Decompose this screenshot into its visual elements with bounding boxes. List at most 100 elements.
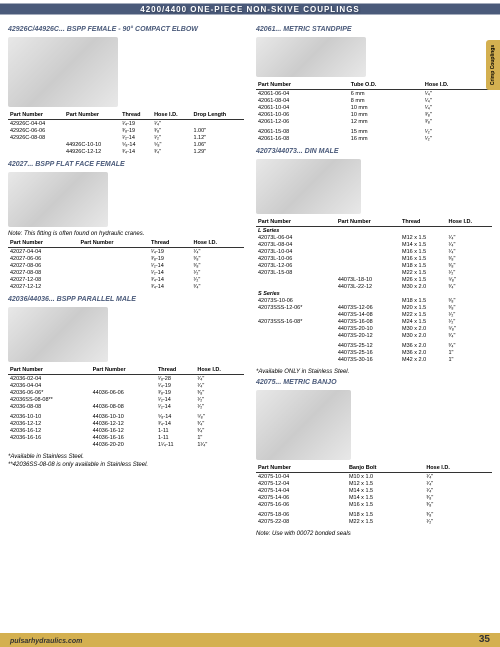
table-cell: M22 x 1.5 xyxy=(400,311,446,318)
table-header: Banjo Bolt xyxy=(347,464,424,473)
table-cell: 1¹⁄₄-11 xyxy=(156,441,195,448)
table-cell: ¹⁄₂-14 xyxy=(156,403,195,410)
table-cell: ¹⁄₂" xyxy=(423,135,492,142)
left-column: 42926C/44926C... BSPP FEMALE - 90° COMPA… xyxy=(8,22,244,539)
table-row: 42073L-12-06M18 x 1.5³⁄₈" xyxy=(256,262,492,269)
table-cell: ³⁄₈" xyxy=(192,255,244,262)
table-row: 42061-08-048 mm¹⁄₄" xyxy=(256,97,492,104)
table-cell: ¹⁄₄-19 xyxy=(149,248,192,256)
table-cell: M12 x 1.5 xyxy=(347,480,424,487)
table-cell: ³⁄₈" xyxy=(192,262,244,269)
product-image xyxy=(256,159,361,214)
table-cell xyxy=(8,441,91,448)
table-cell: 44036-20-20 xyxy=(91,441,156,448)
right-column: 42061... METRIC STANDPIPE Part NumberTub… xyxy=(256,22,492,539)
table-header: Part Number xyxy=(336,218,400,227)
footer: pulsarhydraulics.com 35 xyxy=(0,627,500,647)
table-cell: 42073L-06-04 xyxy=(256,234,336,241)
table-cell: ¹⁄₄-19 xyxy=(156,382,195,389)
table-cell xyxy=(336,248,400,255)
table-row: 42075-18-06M18 x 1.5³⁄₈" xyxy=(256,511,492,518)
table-cell: 42073SSS-16-08* xyxy=(256,318,336,325)
section-title: 42036/44036... BSPP PARALLEL MALE xyxy=(8,296,244,303)
table-cell: 44073S-12-06 xyxy=(336,304,400,311)
table-cell: ¹⁄₄" xyxy=(446,234,492,241)
table-cell: 44036-06-06 xyxy=(91,389,156,396)
table-cell xyxy=(78,283,148,290)
table-cell: 42027-08-06 xyxy=(8,262,78,269)
product-image xyxy=(8,172,108,227)
table-cell: 10 mm xyxy=(349,104,423,111)
table-cell: ¹⁄₈-28 xyxy=(156,375,195,383)
table-cell: ¹⁄₄" xyxy=(424,473,492,481)
table-cell: ³⁄₄" xyxy=(446,283,492,290)
table-cell: ³⁄₈" xyxy=(446,255,492,262)
table-cell: 42027-12-12 xyxy=(8,283,78,290)
table-cell xyxy=(78,269,148,276)
table-header: Tube O.D. xyxy=(349,81,423,90)
table-cell: 16 mm xyxy=(349,135,423,142)
table-cell xyxy=(336,262,400,269)
table-cell: 44036-16-16 xyxy=(91,434,156,441)
table-cell: 44036-12-12 xyxy=(91,420,156,427)
spec-table: Part NumberPart NumberThreadHose I.D.420… xyxy=(8,239,244,290)
table-header: Hose I.D. xyxy=(446,218,492,227)
table-cell: 44036-10-10 xyxy=(91,413,156,420)
table-cell: 42926C-04-04 xyxy=(8,120,64,128)
table-cell: ³⁄₄-14 xyxy=(120,148,152,155)
table-row: 42073SSS-12-06*44073S-12-06M20 x 1.5³⁄₈" xyxy=(256,304,492,311)
table-cell xyxy=(256,349,336,356)
table-row: 42036-16-1644036-16-161-111" xyxy=(8,434,244,441)
table-row: 42036-10-1044036-10-10⁵⁄₈-14⁵⁄₈" xyxy=(8,413,244,420)
table-cell: ³⁄₈" xyxy=(152,127,191,134)
table-cell: ⁵⁄₈" xyxy=(446,325,492,332)
table-cell: ¹⁄₄" xyxy=(423,104,492,111)
table-cell xyxy=(256,325,336,332)
table-cell: 42075-22-08 xyxy=(256,518,347,525)
table-cell: 42073L-10-06 xyxy=(256,255,336,262)
table-cell: 42075-12-04 xyxy=(256,480,347,487)
table-cell: 44073L-22-12 xyxy=(336,283,400,290)
table-row: 42073L-10-06M16 x 1.5³⁄₈" xyxy=(256,255,492,262)
table-cell: 8 mm xyxy=(349,97,423,104)
table-cell: ³⁄₈" xyxy=(195,389,244,396)
table-cell: 44073S-20-12 xyxy=(336,332,400,339)
table-cell: ¹⁄₂-14 xyxy=(149,262,192,269)
table-cell: 42061-08-04 xyxy=(256,97,349,104)
spec-table: Part NumberPart NumberThreadHose I.D.Dro… xyxy=(8,111,244,155)
table-cell: ¹⁄₄" xyxy=(424,487,492,494)
table-header: Part Number xyxy=(256,81,349,90)
table-header: Drop Length xyxy=(191,111,244,120)
table-row: 42926C-08-08¹⁄₂-14¹⁄₂"1.12" xyxy=(8,134,244,141)
table-cell: 42061-10-04 xyxy=(256,104,349,111)
table-cell: ³⁄₄" xyxy=(446,342,492,349)
note: Note: This fitting is often found on hyd… xyxy=(8,231,244,237)
table-header: Thread xyxy=(149,239,192,248)
table-cell: ¹⁄₂-14 xyxy=(120,134,152,141)
table-row: 44926C-10-10⁵⁄₈-14⁵⁄₈"1.06" xyxy=(8,141,244,148)
table-cell: 10 mm xyxy=(349,111,423,118)
table-cell: 42075-14-04 xyxy=(256,487,347,494)
header-band: 4200/4400 ONE-PIECE NON-SKIVE COUPLINGS xyxy=(0,0,500,18)
table-cell: M26 x 1.5 xyxy=(400,276,446,283)
table-cell: 42075-14-06 xyxy=(256,494,347,501)
table-cell xyxy=(78,255,148,262)
table-cell: 42073S-10-06 xyxy=(256,297,336,304)
table-cell: ¹⁄₂" xyxy=(446,318,492,325)
table-row: 42075-22-08M22 x 1.5¹⁄₂" xyxy=(256,518,492,525)
table-header: Hose I.D. xyxy=(423,81,492,90)
table-cell: M14 x 1.5 xyxy=(347,487,424,494)
table-header: Thread xyxy=(120,111,152,120)
table-cell xyxy=(336,241,400,248)
table-cell: 42073L-10-04 xyxy=(256,248,336,255)
table-cell: M20 x 1.5 xyxy=(400,304,446,311)
table-cell: ³⁄₈" xyxy=(423,118,492,125)
section-title: 42073/44073... DIN MALE xyxy=(256,148,492,155)
table-cell: ³⁄₈" xyxy=(446,262,492,269)
table-row: 42075-10-04M10 x 1.0¹⁄₄" xyxy=(256,473,492,481)
table-cell xyxy=(78,248,148,256)
table-row: 42027-04-04¹⁄₄-19¹⁄₄" xyxy=(8,248,244,256)
table-cell: 1.00" xyxy=(191,127,244,134)
table-cell xyxy=(256,332,336,339)
table-header: Part Number xyxy=(8,111,64,120)
